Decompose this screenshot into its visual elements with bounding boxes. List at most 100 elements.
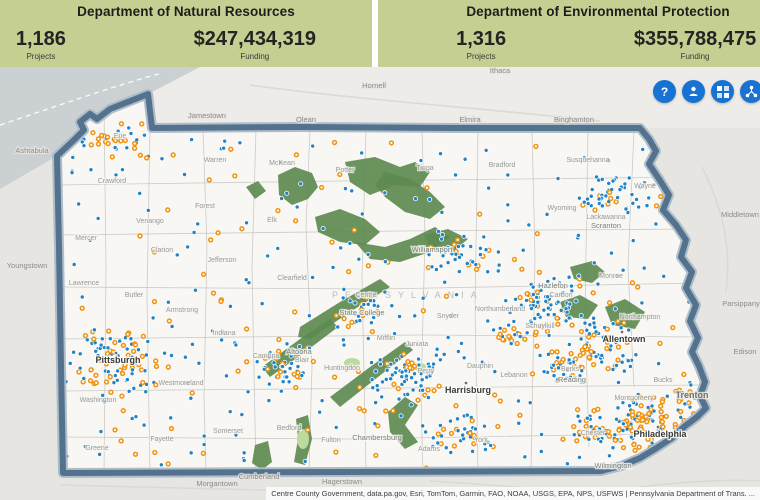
project-dot-blue[interactable] [382, 259, 388, 265]
project-dot-orange[interactable] [79, 305, 85, 311]
project-dot-orange[interactable] [642, 431, 649, 437]
project-dot-blue[interactable] [497, 325, 503, 331]
project-dot-blue[interactable] [435, 440, 441, 446]
project-dot-blue[interactable] [555, 299, 561, 305]
project-dot-blue[interactable] [584, 196, 590, 202]
project-dot-orange[interactable] [277, 369, 284, 375]
project-dot-orange[interactable] [130, 348, 137, 355]
project-dot-blue[interactable] [578, 336, 584, 342]
project-dot-orange[interactable] [170, 152, 176, 158]
project-dot-blue[interactable] [369, 360, 375, 366]
project-dot-orange[interactable] [635, 284, 641, 290]
project-dot-blue[interactable] [165, 299, 171, 305]
project-dot-blue[interactable] [384, 367, 390, 373]
project-dot-blue[interactable] [280, 364, 286, 370]
project-dot-blue[interactable] [630, 238, 636, 244]
project-dot-orange[interactable] [528, 297, 534, 303]
project-dot-blue[interactable] [503, 298, 509, 304]
project-dot-blue[interactable] [625, 412, 631, 418]
project-dot-orange[interactable] [644, 419, 650, 425]
project-dot-orange[interactable] [620, 444, 627, 451]
project-dot-blue[interactable] [535, 299, 541, 305]
project-dot-orange[interactable] [436, 383, 442, 389]
project-dot-blue[interactable] [682, 401, 688, 407]
project-dot-blue[interactable] [620, 267, 626, 273]
project-dot-blue[interactable] [453, 172, 459, 178]
project-dot-blue[interactable] [416, 356, 422, 362]
project-dot-orange[interactable] [453, 403, 459, 409]
project-dot-orange[interactable] [534, 289, 541, 295]
project-dot-blue[interactable] [98, 342, 104, 348]
project-dot-blue[interactable] [543, 298, 549, 304]
project-dot-orange[interactable] [105, 140, 111, 147]
project-dot-blue[interactable] [495, 249, 501, 255]
project-dot-blue[interactable] [409, 375, 415, 381]
project-dot-blue[interactable] [423, 429, 429, 435]
project-dot-orange[interactable] [112, 138, 119, 144]
project-dot-blue[interactable] [297, 344, 303, 350]
project-dot-blue[interactable] [579, 368, 585, 374]
project-dot-blue[interactable] [341, 286, 347, 292]
project-dot-orange[interactable] [471, 432, 477, 439]
project-dot-orange[interactable] [361, 408, 367, 414]
project-dot-orange[interactable] [104, 134, 111, 140]
project-dot-orange[interactable] [200, 450, 206, 456]
project-dot-blue[interactable] [628, 434, 634, 440]
project-dot-blue[interactable] [246, 280, 252, 286]
project-dot-blue[interactable] [169, 353, 175, 359]
project-dot-orange[interactable] [166, 318, 172, 324]
project-dot-orange[interactable] [670, 324, 676, 331]
project-dot-blue[interactable] [338, 245, 344, 251]
project-dot-blue[interactable] [389, 303, 395, 309]
project-dot-blue[interactable] [585, 201, 591, 207]
project-dot-blue[interactable] [221, 145, 227, 151]
project-dot-blue[interactable] [578, 379, 584, 385]
project-dot-blue[interactable] [495, 268, 501, 274]
project-dot-blue[interactable] [627, 403, 633, 409]
project-dot-blue[interactable] [115, 128, 121, 134]
project-dot-blue[interactable] [433, 266, 439, 272]
project-dot-blue[interactable] [685, 391, 691, 397]
project-dot-blue[interactable] [420, 387, 426, 393]
project-dot-blue[interactable] [377, 361, 383, 367]
pennsylvania-map[interactable]: PENNSYLVANIA Erie Crawford Warren McKean Pott… [0, 67, 760, 500]
project-dot-orange[interactable] [383, 408, 389, 414]
project-dot-blue[interactable] [77, 365, 83, 371]
project-dot-blue[interactable] [545, 351, 551, 357]
project-dot-blue[interactable] [548, 302, 554, 308]
project-dot-blue[interactable] [621, 368, 627, 374]
project-dot-orange[interactable] [88, 142, 94, 148]
project-dot-blue[interactable] [98, 429, 104, 435]
project-dot-blue[interactable] [341, 342, 347, 348]
project-dot-orange[interactable] [514, 340, 520, 347]
project-dot-blue[interactable] [620, 353, 626, 359]
project-dot-orange[interactable] [373, 452, 379, 458]
project-dot-orange[interactable] [443, 293, 450, 299]
project-dot-blue[interactable] [320, 225, 326, 231]
project-dot-blue[interactable] [272, 364, 278, 370]
project-dot-blue[interactable] [496, 262, 502, 268]
project-dot-blue[interactable] [119, 167, 125, 173]
project-dot-blue[interactable] [399, 374, 405, 380]
project-dot-blue[interactable] [271, 360, 277, 366]
project-dot-orange[interactable] [676, 398, 682, 404]
project-dot-blue[interactable] [588, 424, 594, 430]
project-dot-blue[interactable] [333, 424, 339, 430]
project-dot-orange[interactable] [358, 307, 365, 313]
project-dot-orange[interactable] [629, 412, 636, 418]
project-dot-blue[interactable] [617, 187, 623, 193]
project-dot-blue[interactable] [661, 273, 667, 279]
project-dot-blue[interactable] [650, 418, 656, 424]
project-dot-orange[interactable] [103, 379, 110, 385]
project-dot-orange[interactable] [337, 171, 343, 178]
project-dot-blue[interactable] [100, 392, 106, 398]
project-dot-blue[interactable] [532, 316, 538, 322]
project-dot-blue[interactable] [278, 388, 284, 394]
project-dot-blue[interactable] [625, 358, 631, 364]
project-dot-orange[interactable] [659, 399, 666, 405]
project-dot-blue[interactable] [569, 288, 575, 294]
project-dot-orange[interactable] [660, 424, 666, 430]
project-dot-blue[interactable] [79, 294, 85, 300]
project-dot-blue[interactable] [349, 188, 355, 194]
project-dot-blue[interactable] [505, 202, 511, 208]
